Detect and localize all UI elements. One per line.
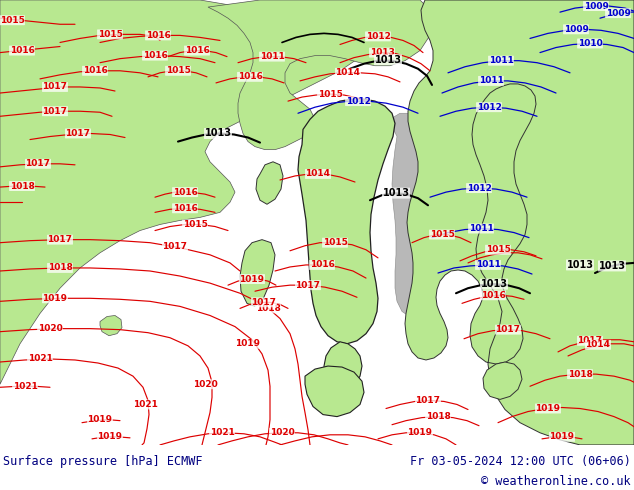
Text: 1019: 1019 [87, 415, 112, 424]
Text: 1018: 1018 [10, 182, 34, 191]
Text: 1015: 1015 [430, 230, 455, 239]
Text: 1019: 1019 [98, 432, 122, 441]
Text: © weatheronline.co.uk: © weatheronline.co.uk [481, 475, 631, 488]
Text: 1017: 1017 [42, 107, 67, 116]
Text: 1014: 1014 [335, 68, 361, 77]
Text: 1019: 1019 [42, 294, 67, 303]
Text: 1017: 1017 [415, 396, 441, 405]
Text: 1021: 1021 [13, 382, 37, 391]
Polygon shape [298, 99, 395, 344]
Text: 1013: 1013 [375, 55, 401, 65]
Text: 1014: 1014 [306, 170, 330, 178]
Polygon shape [305, 366, 364, 416]
Text: 1017: 1017 [65, 129, 91, 138]
Text: 1013: 1013 [598, 261, 626, 271]
Text: 1016: 1016 [238, 73, 262, 81]
Text: 1011: 1011 [469, 224, 493, 233]
Polygon shape [390, 113, 430, 316]
Text: 1020: 1020 [269, 428, 294, 437]
Polygon shape [483, 362, 522, 399]
Text: 1015: 1015 [486, 245, 510, 254]
Text: 1015: 1015 [0, 16, 25, 24]
Text: 1021: 1021 [210, 428, 235, 437]
Text: 1012: 1012 [366, 32, 391, 41]
Text: 1016: 1016 [172, 188, 197, 196]
Text: 1017: 1017 [295, 281, 321, 290]
Text: 1014: 1014 [586, 341, 611, 349]
Text: 1011: 1011 [476, 260, 500, 270]
Text: 1016: 1016 [10, 46, 34, 55]
Text: 1011: 1011 [479, 76, 503, 85]
Polygon shape [240, 240, 275, 306]
Text: 1013: 1013 [481, 279, 507, 289]
Text: Fr 03-05-2024 12:00 UTC (06+06): Fr 03-05-2024 12:00 UTC (06+06) [410, 455, 631, 468]
Text: 1017: 1017 [162, 242, 188, 251]
Text: 1015: 1015 [323, 238, 347, 247]
Text: 1015: 1015 [183, 220, 207, 229]
Text: 1019: 1019 [550, 432, 574, 441]
Text: 1017: 1017 [42, 82, 67, 92]
Polygon shape [324, 342, 362, 389]
Text: 1016: 1016 [309, 260, 335, 270]
Text: 1019: 1019 [240, 274, 264, 284]
Text: 1013: 1013 [382, 188, 410, 198]
Text: 1009: 1009 [564, 25, 588, 34]
Text: 1017: 1017 [578, 336, 602, 345]
Text: 1011: 1011 [259, 52, 285, 61]
Polygon shape [100, 316, 122, 336]
Text: 1016: 1016 [143, 51, 167, 60]
Polygon shape [208, 0, 435, 149]
Text: 1015: 1015 [318, 90, 342, 98]
Text: 1016: 1016 [481, 291, 505, 300]
Text: 1019: 1019 [536, 404, 560, 413]
Text: 1012: 1012 [346, 97, 370, 106]
Text: 1017: 1017 [252, 298, 276, 307]
Text: 1016: 1016 [146, 31, 171, 40]
Text: 1012: 1012 [477, 103, 501, 112]
Text: 1021: 1021 [27, 354, 53, 364]
Text: 1010: 1010 [578, 39, 602, 48]
Text: 1018: 1018 [48, 264, 72, 272]
Text: Surface pressure [hPa] ECMWF: Surface pressure [hPa] ECMWF [3, 455, 203, 468]
Text: 1009: 1009 [583, 1, 609, 11]
Text: 1015: 1015 [98, 30, 122, 39]
Text: 1009: 1009 [605, 9, 630, 18]
Text: 1018: 1018 [425, 412, 450, 421]
Text: 1021: 1021 [133, 400, 157, 409]
Text: 1019: 1019 [235, 339, 261, 348]
Polygon shape [0, 0, 360, 384]
Text: 1011: 1011 [489, 56, 514, 65]
Text: 1018: 1018 [567, 369, 592, 379]
Text: 1017: 1017 [25, 159, 51, 168]
Text: 1020: 1020 [37, 324, 62, 333]
Text: 1015: 1015 [165, 66, 190, 75]
Text: 1013: 1013 [370, 48, 394, 57]
Polygon shape [256, 162, 283, 204]
Text: 1019: 1019 [408, 428, 432, 437]
Text: 1018: 1018 [256, 304, 280, 313]
Text: 1016: 1016 [82, 66, 107, 75]
Polygon shape [405, 0, 634, 445]
Text: 1017: 1017 [496, 325, 521, 334]
Text: 1016: 1016 [172, 204, 197, 213]
Text: 1017: 1017 [48, 235, 72, 244]
Text: 1012: 1012 [467, 184, 491, 193]
Text: 1013: 1013 [567, 260, 593, 270]
Text: 1020: 1020 [193, 380, 217, 389]
Text: 1016: 1016 [184, 46, 209, 55]
Text: 1013: 1013 [205, 128, 231, 139]
